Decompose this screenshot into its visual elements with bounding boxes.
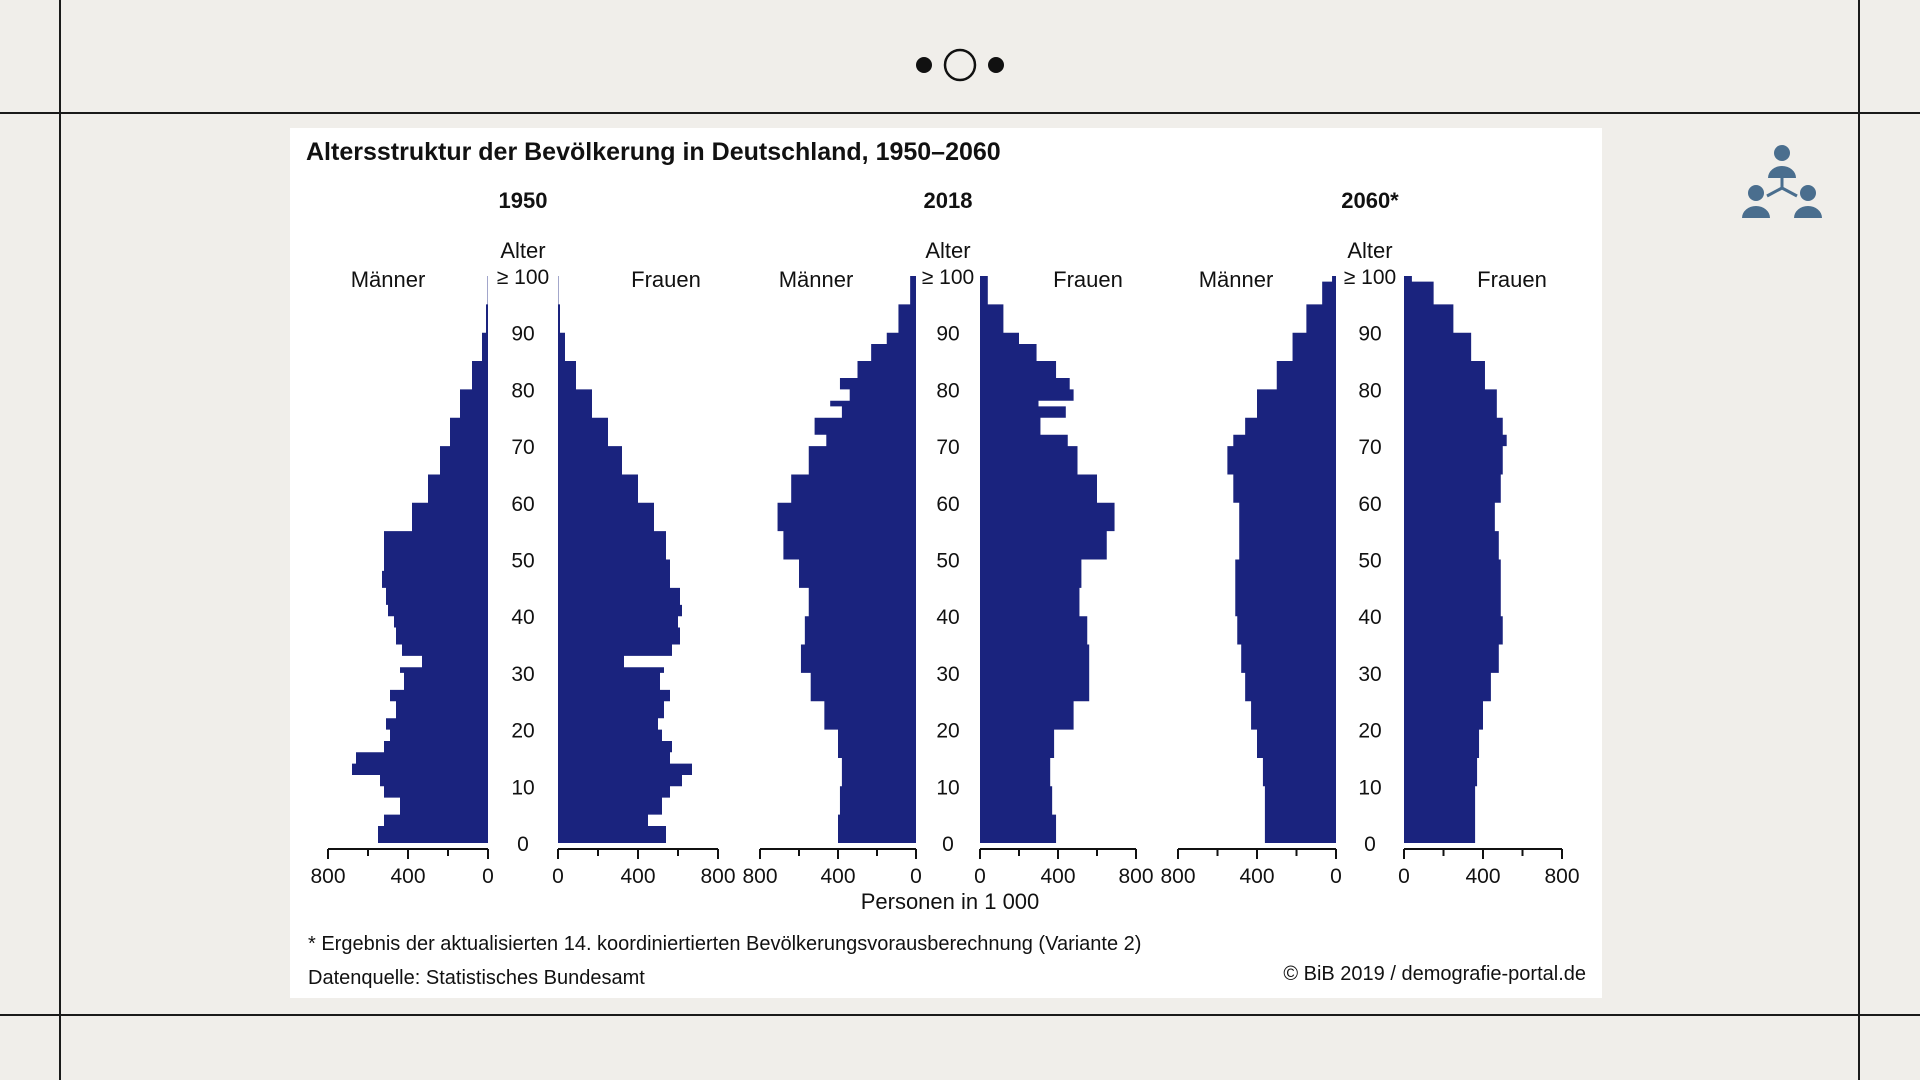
women-label: Frauen bbox=[1053, 267, 1123, 292]
age-tick-label: ≥ 100 bbox=[922, 266, 974, 289]
age-tick-label: 80 bbox=[511, 379, 534, 402]
women-bars bbox=[980, 276, 1115, 843]
x-tick-label: 400 bbox=[1239, 865, 1274, 888]
right-divider bbox=[1858, 0, 1860, 1080]
left-divider bbox=[59, 0, 61, 1080]
footnote: * Ergebnis der aktualisierten 14. koordi… bbox=[308, 933, 1141, 955]
age-tick-label: 80 bbox=[936, 379, 959, 402]
x-tick-label: 400 bbox=[620, 865, 655, 888]
age-tick-label: 40 bbox=[1358, 606, 1381, 629]
top-divider bbox=[0, 112, 1920, 114]
age-tick-label: 90 bbox=[511, 323, 534, 346]
age-axis-label: Alter bbox=[925, 238, 970, 263]
men-bars bbox=[1227, 276, 1336, 843]
x-tick-label: 800 bbox=[310, 865, 345, 888]
pyramid-year: 1950 bbox=[499, 188, 548, 213]
age-tick-label: 90 bbox=[1358, 323, 1381, 346]
age-tick-label: 0 bbox=[1364, 833, 1376, 856]
x-tick-label: 400 bbox=[820, 865, 855, 888]
age-tick-label: 40 bbox=[936, 606, 959, 629]
x-tick-label: 0 bbox=[1398, 865, 1410, 888]
dot-circle-dot-icon bbox=[916, 48, 1004, 82]
age-tick-label: 60 bbox=[511, 493, 534, 516]
age-tick-label: 10 bbox=[936, 776, 959, 799]
pyramid-year: 2018 bbox=[924, 188, 973, 213]
age-tick-label: 0 bbox=[942, 833, 954, 856]
pyramid-year: 2060* bbox=[1341, 188, 1399, 213]
age-tick-label: 20 bbox=[936, 720, 959, 743]
men-label: Männer bbox=[351, 267, 426, 292]
credit: © BiB 2019 / demografie-portal.de bbox=[1283, 963, 1586, 985]
pyramid-0: 1950 Alter Männer Frauen 0 10 20 30 40 50 60 70 80 90… bbox=[310, 188, 735, 888]
age-tick-label: ≥ 100 bbox=[1344, 266, 1396, 289]
age-tick-label: 20 bbox=[1358, 720, 1381, 743]
x-tick-label: 800 bbox=[1160, 865, 1195, 888]
age-tick-label: 50 bbox=[511, 550, 534, 573]
pyramid-2: 2060* Alter Männer Frauen 0 10 20 30 40 50 60 70 80 9… bbox=[1160, 188, 1579, 888]
men-bars bbox=[777, 276, 916, 843]
women-label: Frauen bbox=[1477, 267, 1547, 292]
age-tick-label: 10 bbox=[1358, 776, 1381, 799]
x-axis-unit-label: Personen in 1 000 bbox=[861, 889, 1040, 914]
age-tick-label: 90 bbox=[936, 323, 959, 346]
x-tick-label: 800 bbox=[742, 865, 777, 888]
x-tick-label: 0 bbox=[910, 865, 922, 888]
data-source: Datenquelle: Statistisches Bundesamt bbox=[308, 967, 645, 989]
age-axis-label: Alter bbox=[1347, 238, 1392, 263]
men-label: Männer bbox=[1199, 267, 1274, 292]
chart-title: Altersstruktur der Bevölkerung in Deutsc… bbox=[306, 138, 1001, 166]
women-bars bbox=[558, 276, 692, 843]
age-tick-label: ≥ 100 bbox=[497, 266, 549, 289]
x-tick-label: 0 bbox=[1330, 865, 1342, 888]
age-tick-label: 40 bbox=[511, 606, 534, 629]
x-tick-label: 0 bbox=[974, 865, 986, 888]
age-tick-label: 80 bbox=[1358, 379, 1381, 402]
age-tick-label: 70 bbox=[1358, 436, 1381, 459]
bottom-divider bbox=[0, 1014, 1920, 1016]
age-tick-label: 30 bbox=[936, 663, 959, 686]
age-axis-label: Alter bbox=[500, 238, 545, 263]
x-tick-label: 0 bbox=[552, 865, 564, 888]
x-tick-label: 800 bbox=[700, 865, 735, 888]
x-tick-label: 400 bbox=[1465, 865, 1500, 888]
x-tick-label: 800 bbox=[1544, 865, 1579, 888]
age-tick-label: 10 bbox=[511, 776, 534, 799]
men-bars bbox=[352, 276, 488, 843]
age-tick-label: 0 bbox=[517, 833, 529, 856]
age-tick-label: 70 bbox=[936, 436, 959, 459]
x-tick-label: 400 bbox=[1040, 865, 1075, 888]
women-label: Frauen bbox=[631, 267, 701, 292]
x-tick-label: 0 bbox=[482, 865, 494, 888]
age-tick-label: 30 bbox=[511, 663, 534, 686]
x-tick-label: 800 bbox=[1118, 865, 1153, 888]
three-people-network-icon bbox=[1742, 145, 1822, 218]
age-tick-label: 50 bbox=[936, 550, 959, 573]
age-tick-label: 60 bbox=[936, 493, 959, 516]
population-pyramid-figure: Altersstruktur der Bevölkerung in Deutsc… bbox=[290, 128, 1602, 998]
population-pyramid-chart: Altersstruktur der Bevölkerung in Deutsc… bbox=[306, 138, 1586, 989]
age-tick-label: 50 bbox=[1358, 550, 1381, 573]
men-label: Männer bbox=[779, 267, 854, 292]
age-tick-label: 70 bbox=[511, 436, 534, 459]
age-tick-label: 60 bbox=[1358, 493, 1381, 516]
age-tick-label: 30 bbox=[1358, 663, 1381, 686]
pyramid-1: 2018 Alter Männer Frauen 0 10 20 30 40 50 60 70 80 90… bbox=[742, 188, 1153, 888]
age-tick-label: 20 bbox=[511, 720, 534, 743]
women-bars bbox=[1404, 276, 1507, 843]
x-tick-label: 400 bbox=[390, 865, 425, 888]
